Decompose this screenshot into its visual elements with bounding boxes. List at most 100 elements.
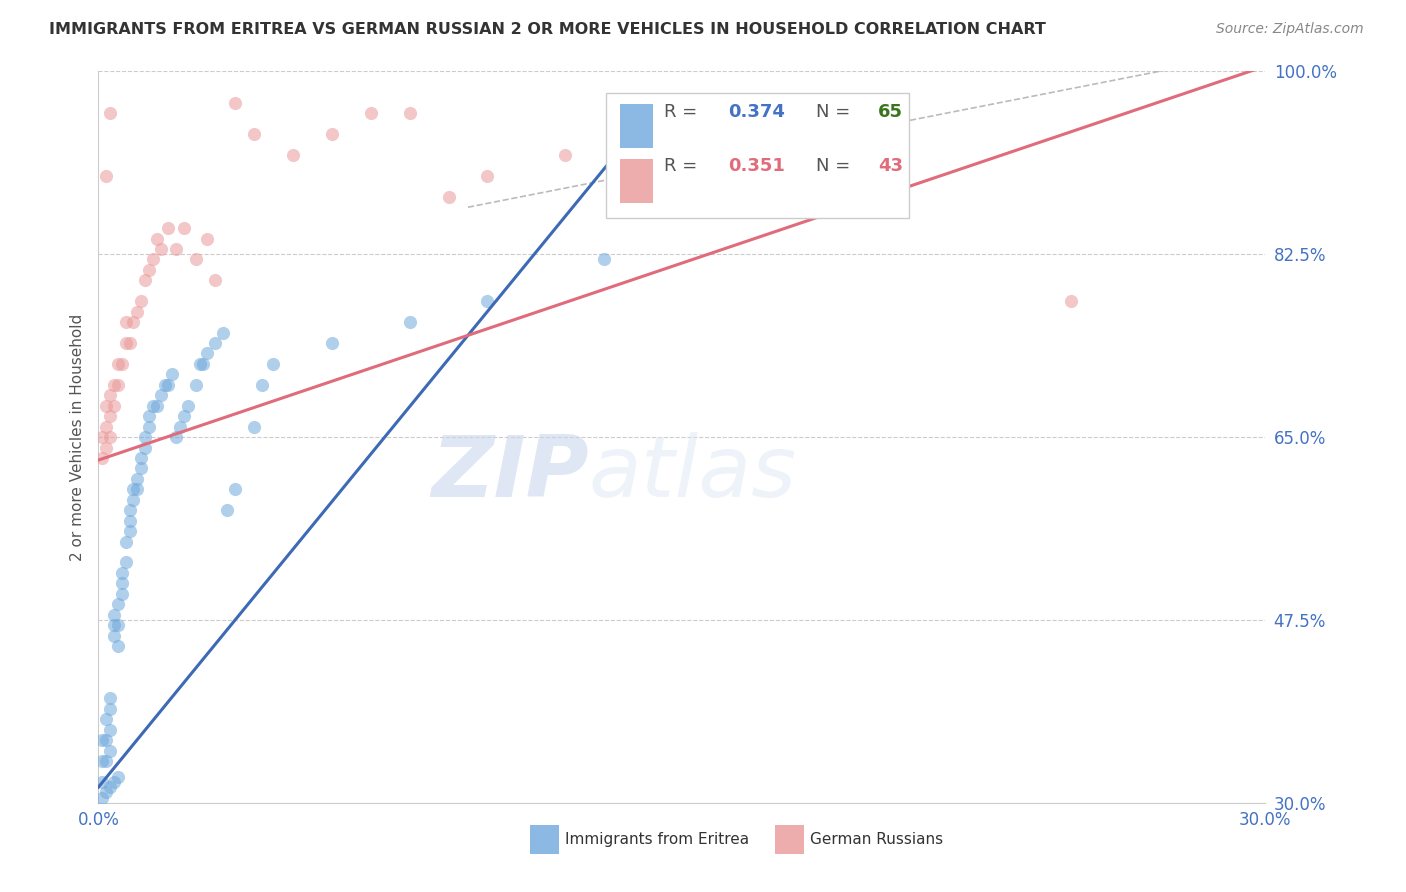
Point bbox=[188, 357, 211, 371]
Point bbox=[631, 127, 654, 141]
Point bbox=[96, 399, 118, 413]
Point bbox=[173, 409, 195, 424]
Point bbox=[129, 450, 152, 465]
Point bbox=[107, 770, 129, 784]
Point bbox=[127, 304, 149, 318]
Point bbox=[157, 221, 180, 235]
Text: N =: N = bbox=[815, 103, 856, 120]
Point bbox=[114, 336, 136, 351]
Point bbox=[91, 430, 114, 444]
Point bbox=[114, 556, 136, 570]
Point bbox=[96, 441, 118, 455]
Point bbox=[111, 566, 134, 580]
Point bbox=[138, 419, 160, 434]
Point bbox=[169, 419, 191, 434]
Point bbox=[398, 106, 420, 120]
Point bbox=[157, 377, 180, 392]
Point bbox=[212, 326, 235, 340]
Point bbox=[96, 712, 118, 726]
Point bbox=[103, 775, 125, 789]
Point bbox=[103, 618, 125, 632]
Point bbox=[118, 524, 141, 538]
Bar bbox=[775, 825, 804, 854]
Point bbox=[118, 514, 141, 528]
Point bbox=[98, 691, 121, 706]
Text: ZIP: ZIP bbox=[430, 432, 589, 516]
Text: R =: R = bbox=[665, 158, 703, 176]
Text: Immigrants from Eritrea: Immigrants from Eritrea bbox=[565, 832, 749, 847]
Point bbox=[129, 461, 152, 475]
Point bbox=[162, 368, 184, 382]
Point bbox=[111, 576, 134, 591]
Text: N =: N = bbox=[815, 158, 856, 176]
Point bbox=[262, 357, 284, 371]
Point bbox=[593, 252, 616, 267]
Point bbox=[243, 127, 266, 141]
Point bbox=[107, 618, 129, 632]
Point bbox=[554, 148, 576, 162]
Point bbox=[195, 346, 218, 360]
Point bbox=[107, 639, 129, 653]
Point bbox=[127, 472, 149, 486]
Point bbox=[91, 450, 114, 465]
Point bbox=[103, 629, 125, 643]
Point bbox=[138, 409, 160, 424]
Point bbox=[122, 492, 145, 507]
Point bbox=[114, 534, 136, 549]
Point bbox=[127, 483, 149, 497]
Text: 0.374: 0.374 bbox=[728, 103, 786, 120]
Point bbox=[360, 106, 382, 120]
Point bbox=[184, 252, 207, 267]
Point bbox=[195, 231, 218, 245]
Point bbox=[98, 743, 121, 757]
Point bbox=[146, 231, 169, 245]
Point bbox=[111, 357, 134, 371]
Text: 65: 65 bbox=[877, 103, 903, 120]
Point bbox=[193, 357, 215, 371]
Point bbox=[149, 242, 172, 256]
FancyBboxPatch shape bbox=[606, 94, 910, 218]
Point bbox=[398, 315, 420, 329]
Point bbox=[149, 388, 172, 402]
Point bbox=[215, 503, 238, 517]
Y-axis label: 2 or more Vehicles in Household: 2 or more Vehicles in Household bbox=[69, 313, 84, 561]
Point bbox=[98, 106, 121, 120]
Point bbox=[134, 441, 156, 455]
Point bbox=[107, 597, 129, 611]
Point bbox=[281, 148, 304, 162]
Point bbox=[91, 790, 114, 805]
Point bbox=[134, 273, 156, 287]
Point bbox=[98, 430, 121, 444]
Point bbox=[204, 273, 226, 287]
Text: IMMIGRANTS FROM ERITREA VS GERMAN RUSSIAN 2 OR MORE VEHICLES IN HOUSEHOLD CORREL: IMMIGRANTS FROM ERITREA VS GERMAN RUSSIA… bbox=[49, 22, 1046, 37]
Point bbox=[98, 409, 121, 424]
Point bbox=[103, 399, 125, 413]
Point bbox=[321, 127, 343, 141]
Point bbox=[103, 607, 125, 622]
Text: 43: 43 bbox=[877, 158, 903, 176]
Point bbox=[96, 785, 118, 799]
Point bbox=[321, 336, 343, 351]
Point bbox=[98, 702, 121, 716]
Point bbox=[96, 733, 118, 747]
Point bbox=[138, 263, 160, 277]
Text: atlas: atlas bbox=[589, 432, 797, 516]
Point bbox=[98, 388, 121, 402]
Point bbox=[114, 315, 136, 329]
Point bbox=[1060, 294, 1083, 309]
Point bbox=[165, 430, 187, 444]
Point bbox=[118, 336, 141, 351]
Point bbox=[118, 503, 141, 517]
Bar bbox=[530, 825, 560, 854]
Point bbox=[671, 200, 693, 214]
Point bbox=[91, 754, 114, 768]
Point bbox=[243, 419, 266, 434]
Point bbox=[184, 377, 207, 392]
Point bbox=[107, 377, 129, 392]
Point bbox=[437, 190, 460, 204]
Point bbox=[111, 587, 134, 601]
Point bbox=[142, 252, 165, 267]
Point bbox=[224, 95, 246, 110]
Point bbox=[146, 399, 169, 413]
Point bbox=[477, 294, 499, 309]
